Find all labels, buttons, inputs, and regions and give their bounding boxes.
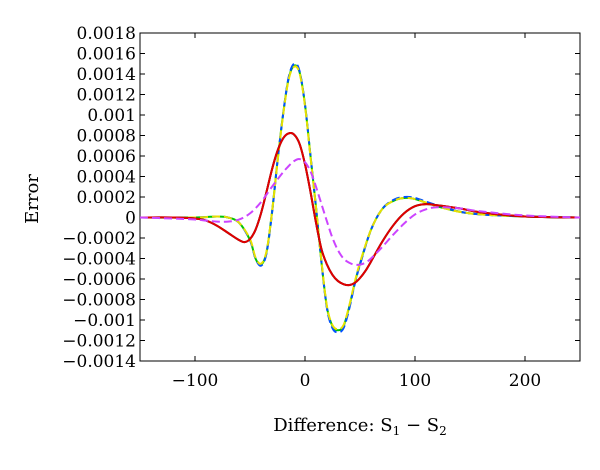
- series-line-3: [139, 65, 581, 331]
- y-tick-label: −0.0012: [62, 332, 136, 352]
- y-tick-label: 0.0016: [77, 45, 136, 65]
- x-axis-title-sub2: 2: [439, 424, 447, 438]
- x-axis-title: Difference: S1 − S2: [273, 415, 446, 438]
- x-tick-label: 0: [300, 371, 311, 391]
- x-axis-ticks: −100 0 100 200: [172, 33, 541, 391]
- y-axis-ticks: −0.0014−0.0012−0.001−0.0008−0.0006−0.000…: [62, 24, 580, 372]
- y-tick-label: −0.001: [73, 311, 136, 331]
- y-tick-label: −0.0002: [62, 229, 136, 249]
- plot-frame-border: [139, 32, 581, 362]
- x-tick-label: 200: [509, 371, 541, 391]
- y-tick-label: −0.0004: [62, 250, 136, 270]
- y-tick-label: 0.0004: [77, 168, 136, 188]
- y-tick-label: −0.0006: [62, 270, 136, 290]
- y-tick-label: 0.001: [87, 106, 136, 126]
- series-line-1: [139, 64, 581, 332]
- y-tick-label: 0.0014: [77, 65, 136, 85]
- x-axis-title-main: Difference: S: [273, 415, 392, 436]
- y-tick-label: 0.0012: [77, 86, 136, 106]
- y-tick-label: 0.0008: [77, 127, 136, 147]
- x-tick-label: −100: [172, 371, 219, 391]
- series-line-5: [139, 132, 581, 287]
- series-line-2: [139, 62, 581, 334]
- y-tick-label: 0.0018: [77, 24, 136, 44]
- x-axis-title-sub1: 1: [393, 424, 401, 438]
- y-tick-label: 0: [125, 209, 136, 229]
- plot-frame: [139, 32, 581, 362]
- y-tick-label: 0.0006: [77, 147, 136, 167]
- y-tick-label: −0.0008: [62, 291, 136, 311]
- y-tick-label: −0.0014: [62, 352, 136, 372]
- y-tick-label: 0.0002: [77, 188, 136, 208]
- x-axis-title-minus: − S: [400, 415, 439, 436]
- series-lines: [139, 62, 581, 334]
- x-tick-label: 100: [399, 371, 431, 391]
- series-line-6: [139, 158, 581, 266]
- y-axis-title: Error: [22, 174, 43, 224]
